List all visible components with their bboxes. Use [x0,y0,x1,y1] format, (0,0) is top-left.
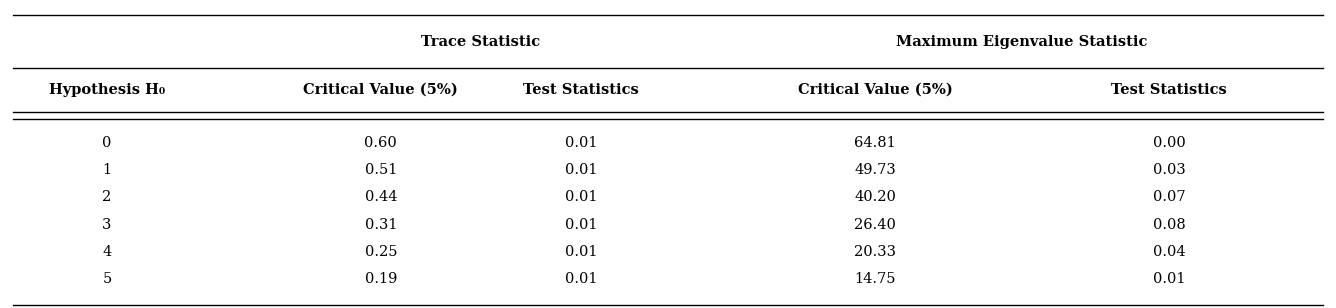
Text: 0.31: 0.31 [365,217,397,232]
Text: 0.60: 0.60 [365,136,397,150]
Text: 0.01: 0.01 [565,163,597,177]
Text: 3: 3 [102,217,112,232]
Text: 0.00: 0.00 [1153,136,1185,150]
Text: 2: 2 [103,190,111,205]
Text: 0.01: 0.01 [565,245,597,259]
Text: 5: 5 [103,272,111,286]
Text: 0.44: 0.44 [365,190,397,205]
Text: 40.20: 40.20 [854,190,896,205]
Text: 4: 4 [103,245,111,259]
Text: Hypothesis H₀: Hypothesis H₀ [49,83,164,97]
Text: 26.40: 26.40 [854,217,896,232]
Text: 0: 0 [102,136,112,150]
Text: 0.01: 0.01 [565,217,597,232]
Text: 0.01: 0.01 [565,136,597,150]
Text: 0.03: 0.03 [1153,163,1185,177]
Text: Maximum Eigenvalue Statistic: Maximum Eigenvalue Statistic [896,34,1148,49]
Text: 0.08: 0.08 [1153,217,1185,232]
Text: 64.81: 64.81 [854,136,896,150]
Text: 49.73: 49.73 [854,163,896,177]
Text: 0.07: 0.07 [1153,190,1185,205]
Text: 14.75: 14.75 [854,272,896,286]
Text: Critical Value (5%): Critical Value (5%) [798,83,953,97]
Text: Critical Value (5%): Critical Value (5%) [303,83,458,97]
Text: 0.19: 0.19 [365,272,397,286]
Text: 0.04: 0.04 [1153,245,1185,259]
Text: 0.01: 0.01 [565,190,597,205]
Text: Test Statistics: Test Statistics [524,83,639,97]
Text: Test Statistics: Test Statistics [1112,83,1226,97]
Text: 0.25: 0.25 [365,245,397,259]
Text: Trace Statistic: Trace Statistic [421,34,541,49]
Text: 0.01: 0.01 [565,272,597,286]
Text: 0.51: 0.51 [365,163,397,177]
Text: 0.01: 0.01 [1153,272,1185,286]
Text: 20.33: 20.33 [854,245,896,259]
Text: 1: 1 [103,163,111,177]
